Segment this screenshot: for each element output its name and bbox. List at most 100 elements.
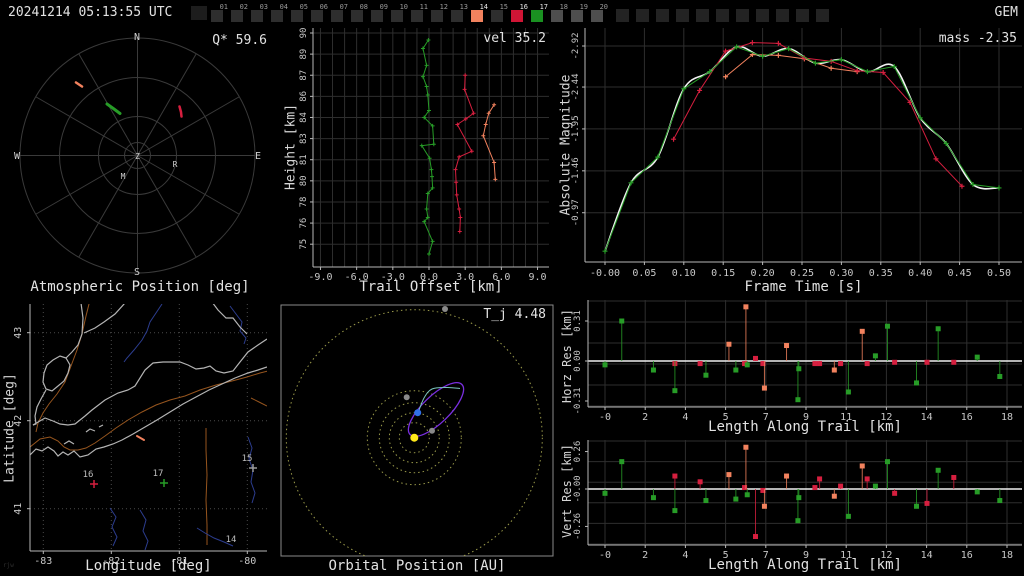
corner-watermark: rjw [3, 562, 14, 569]
frame-box-03[interactable]: 03 [251, 4, 268, 22]
lightcurve-series-station_14 [725, 54, 858, 78]
station-label-14: 14 [226, 535, 237, 545]
frame-box-20[interactable]: 20 [591, 4, 608, 22]
residual-point-green [672, 388, 678, 394]
tick-label: 89 [299, 49, 309, 60]
residual-point-green [733, 496, 739, 502]
residual-point-green [974, 489, 980, 495]
trail-point [492, 160, 497, 165]
frame-box-04[interactable]: 04 [271, 4, 288, 22]
frame-box-06[interactable]: 06 [311, 4, 328, 22]
lightcurve-point [970, 182, 976, 188]
frame-box-05[interactable]: 05 [291, 4, 308, 22]
residual-point-green [619, 318, 625, 324]
frame-box-blank[interactable] [636, 9, 649, 22]
residual-point-salmon [784, 473, 790, 479]
polar-spoke [35, 96, 138, 156]
trail-point [431, 142, 436, 147]
tick-label: -0.26 [573, 513, 583, 540]
tick-label: 2 [642, 412, 648, 423]
tick-label: 5 [723, 550, 729, 561]
frame-box-07[interactable]: 07 [331, 4, 348, 22]
residual-point-red [812, 361, 818, 367]
tick-label: 18 [1001, 550, 1013, 561]
frame-box-08[interactable]: 08 [351, 4, 368, 22]
frame-number: 02 [239, 3, 248, 11]
frame-box-17[interactable]: 17 [531, 4, 548, 22]
frame-box-13[interactable]: 13 [451, 4, 468, 22]
tick-label: 0.15 [711, 268, 735, 279]
coastline [83, 304, 125, 334]
residual-point-green [914, 380, 920, 386]
frame-box-blank[interactable] [796, 9, 809, 22]
atmospheric-position-plot: N S W E Z R M [14, 32, 261, 278]
residual-point-green [997, 498, 1003, 504]
frame-box-02[interactable]: 02 [231, 4, 248, 22]
frame-number: 18 [559, 3, 568, 11]
residual-point-green [795, 518, 801, 524]
lightcurve-point [734, 44, 740, 50]
frame-number: 07 [339, 3, 348, 11]
residual-point-green [744, 492, 750, 498]
polar-label-R: R [173, 160, 178, 169]
tick-label: 0.20 [751, 268, 775, 279]
lightcurve-point [671, 136, 677, 142]
tick-label: -2.44 [571, 73, 581, 100]
lightcurve-point [864, 69, 870, 75]
tick-label: 18 [1001, 412, 1013, 423]
frame-box-18[interactable]: 18 [551, 4, 568, 22]
lightcurve-point [812, 60, 818, 66]
frame-box-16[interactable]: 16 [511, 4, 528, 22]
frame-box-10[interactable]: 10 [391, 4, 408, 22]
frame-box-11[interactable]: 11 [411, 4, 428, 22]
lightcurve-point [628, 180, 634, 186]
trail-point [420, 74, 425, 79]
frame-box-blank[interactable] [736, 9, 749, 22]
trail-point [462, 87, 467, 92]
frame-number: 20 [599, 3, 608, 11]
frame-box-blank[interactable] [616, 9, 629, 22]
residual-point-red [951, 474, 957, 480]
frame-box-01[interactable]: 01 [211, 4, 228, 22]
trail-point [453, 167, 458, 172]
frame-box-blank[interactable] [776, 9, 789, 22]
frame-box-blank[interactable] [816, 9, 829, 22]
residual-point-red [817, 476, 823, 482]
polar-spoke [137, 96, 240, 156]
frame-box-blank[interactable] [716, 9, 729, 22]
frame-box-12[interactable]: 12 [431, 4, 448, 22]
lightcurve-point [880, 70, 886, 76]
frame-box-15[interactable]: 15 [491, 4, 508, 22]
frame-box-19[interactable]: 19 [571, 4, 588, 22]
tick-label: -83 [34, 556, 52, 567]
residual-point-green [872, 483, 878, 489]
frame-box-14[interactable]: 14 [471, 4, 488, 22]
frame-box-lead[interactable] [191, 6, 207, 20]
trail-point [425, 92, 430, 97]
frame-number: 12 [439, 3, 448, 11]
trail-point [425, 191, 430, 196]
residual-point-green [914, 503, 920, 509]
frame-number: 16 [519, 3, 528, 11]
residual-point-salmon [831, 493, 837, 499]
trail-point [486, 111, 491, 116]
lightcurve-point [707, 69, 713, 75]
frame-box-blank[interactable] [656, 9, 669, 22]
trail-point [424, 63, 429, 68]
frame-box-blank[interactable] [676, 9, 689, 22]
trail-point [454, 192, 459, 197]
frame-number: 03 [259, 3, 268, 11]
lightcurve-series-station_16 [673, 42, 963, 187]
tick-label: -1.95 [571, 115, 581, 142]
lightcurve-point [907, 99, 913, 105]
residual-point-red [742, 361, 748, 367]
frame-box-09[interactable]: 09 [371, 4, 388, 22]
residual-point-green [884, 323, 890, 329]
trail-point [430, 123, 435, 128]
frame-box-blank[interactable] [756, 9, 769, 22]
frame-box-blank[interactable] [696, 9, 709, 22]
lightcurve-xaxis-title: Frame Time [s] [744, 279, 863, 295]
horz-residuals-plot: -0 2 4 5 7 9 11 12 14 16 18 0.31 0.00 -0.31 [573, 300, 1022, 423]
sun-dot [410, 433, 419, 442]
lightcurve-point [723, 48, 729, 54]
